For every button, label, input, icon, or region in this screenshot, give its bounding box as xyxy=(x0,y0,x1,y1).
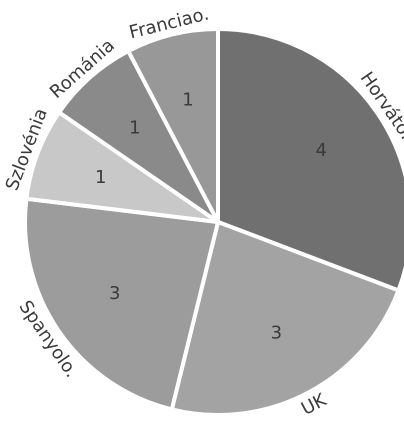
value-label-franciao: 1 xyxy=(182,90,193,111)
value-label-spanyolo: 3 xyxy=(109,283,120,304)
pie-value-labels: 4 3 3 1 1 1 xyxy=(95,90,327,344)
value-label-romania: 1 xyxy=(129,118,140,139)
pie-slice-uk xyxy=(169,220,401,417)
value-label-uk: 3 xyxy=(271,323,282,344)
pie-slices xyxy=(23,27,404,417)
value-label-szlovenia: 1 xyxy=(95,167,106,188)
pie-slice-spanyolo xyxy=(23,196,220,412)
pie-slice-horvato xyxy=(216,27,404,293)
pie-slice-franciao xyxy=(126,27,220,224)
value-label-horvato: 4 xyxy=(316,140,327,161)
